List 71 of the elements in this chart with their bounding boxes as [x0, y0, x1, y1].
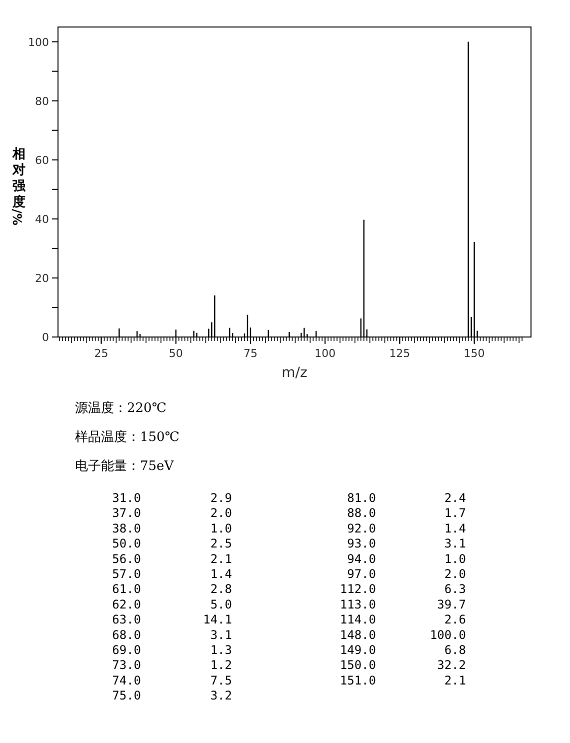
data-label: 1.4: [444, 521, 466, 536]
category-label: 88.0: [347, 506, 376, 520]
category-label: 150.0: [340, 658, 376, 672]
data-label: 2.1: [210, 552, 232, 566]
category-label: 38.0: [112, 521, 141, 536]
category-label: 112.0: [340, 582, 376, 596]
category-label: 69.0: [112, 643, 141, 657]
category-label: 81.0: [347, 491, 376, 505]
text: 电子能量：75eV: [75, 459, 174, 474]
data-label: 6.8: [444, 643, 466, 657]
data-label: 100.0: [430, 628, 466, 642]
category-label: 57.0: [112, 567, 141, 581]
data-label: 2.9: [210, 491, 232, 505]
data-label: 3.1: [444, 536, 466, 551]
data-label: 2.8: [210, 582, 232, 596]
y-axis-title: 相对强度/%: [10, 147, 26, 226]
x-tick-label: 50: [168, 347, 183, 360]
data-label: 1.4: [210, 567, 232, 581]
category-label: 62.0: [112, 597, 141, 612]
data-label: 3.2: [210, 688, 232, 703]
category-label: 73.0: [112, 658, 141, 672]
category-label: 148.0: [340, 628, 376, 642]
data-label: 2.0: [444, 567, 466, 581]
category-label: 114.0: [340, 612, 376, 627]
x-tick-label: 150: [464, 347, 485, 360]
category-label: 149.0: [340, 643, 376, 657]
category-label: 75.0: [112, 688, 141, 703]
y-tick-label: 0: [42, 331, 49, 344]
data-label: 2.0: [210, 506, 232, 520]
category-label: 113.0: [340, 597, 376, 612]
category-label: 92.0: [347, 521, 376, 536]
category-label: 61.0: [112, 582, 141, 596]
data-label: 1.0: [444, 552, 466, 566]
data-label: 2.5: [210, 536, 232, 551]
y-tick-label: 20: [35, 272, 49, 285]
data-label: 14.1: [203, 612, 232, 627]
data-label: 2.1: [444, 673, 466, 688]
y-tick-label: 60: [35, 154, 49, 167]
data-label: 39.7: [437, 597, 466, 612]
x-axis-title: m/z: [282, 365, 308, 381]
y-tick-label: 100: [28, 36, 49, 49]
x-tick-label: 125: [389, 347, 410, 360]
category-label: 151.0: [340, 673, 376, 688]
category-label: 68.0: [112, 628, 141, 642]
category-label: 37.0: [112, 506, 141, 520]
category-label: 94.0: [347, 552, 376, 566]
category-label: 63.0: [112, 612, 141, 627]
category-label: 93.0: [347, 536, 376, 551]
data-label: 5.0: [210, 597, 232, 612]
category-label: 74.0: [112, 673, 141, 688]
data-label: 1.3: [210, 643, 232, 657]
category-label: 56.0: [112, 552, 141, 566]
y-tick-label: 40: [35, 212, 49, 226]
data-label: 1.7: [444, 506, 466, 520]
category-label: 31.0: [112, 491, 141, 505]
data-label: 2.6: [444, 612, 466, 627]
category-label: 97.0: [347, 567, 376, 581]
data-label: 6.3: [444, 582, 466, 596]
x-tick-label: 100: [314, 347, 336, 360]
data-label: 3.1: [210, 628, 232, 642]
x-tick-label: 25: [94, 347, 108, 360]
data-label: 1.0: [210, 521, 232, 536]
text: 样品温度：150℃: [75, 429, 180, 445]
data-label: 1.2: [210, 658, 232, 672]
data-label: 7.5: [210, 673, 232, 688]
text: 源温度：220℃: [75, 400, 166, 416]
x-tick-label: 75: [243, 347, 258, 360]
category-label: 50.0: [112, 536, 141, 551]
y-tick-label: 80: [35, 94, 49, 108]
data-label: 32.2: [437, 658, 466, 672]
data-label: 2.4: [444, 491, 466, 505]
